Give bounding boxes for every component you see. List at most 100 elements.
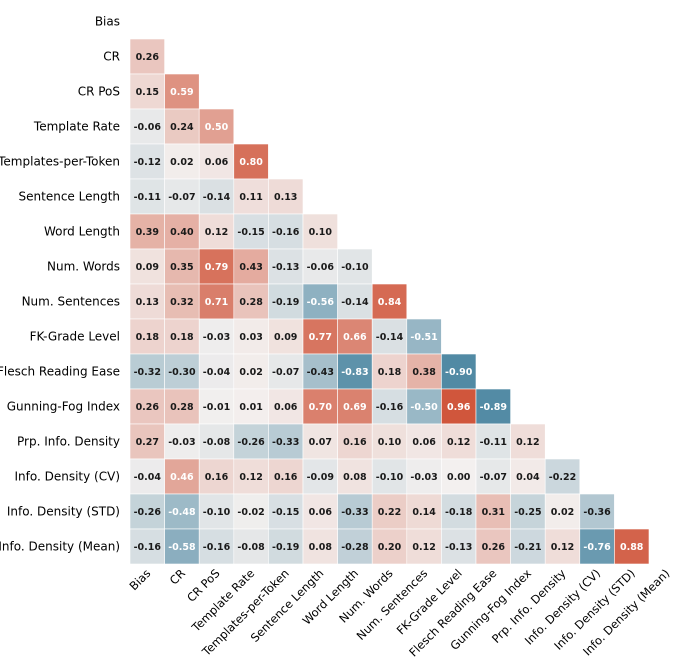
heatmap-cell-value: 0.11 <box>239 192 262 203</box>
heatmap-cell-value: 0.31 <box>482 507 505 518</box>
heatmap-cell-value: -0.10 <box>376 472 404 483</box>
heatmap-cell-value: 0.27 <box>136 437 159 448</box>
heatmap-cell-value: 0.13 <box>136 297 159 308</box>
heatmap-cell-value: -0.36 <box>583 507 611 518</box>
heatmap-cell-value: -0.01 <box>203 402 230 413</box>
heatmap-cell-value: -0.04 <box>134 472 162 483</box>
heatmap-cell-flesch-reading-ease-x-num-sentences <box>406 353 442 390</box>
heatmap-cell-info-density-std-x-num-words <box>371 493 408 530</box>
heatmap-cell-value: 0.16 <box>205 472 229 483</box>
heatmap-cell-value: -0.43 <box>307 367 334 378</box>
heatmap-cell-value: 0.12 <box>447 437 470 448</box>
heatmap-cell-value: 0.12 <box>239 472 262 483</box>
row-label-cr: CR <box>103 50 120 64</box>
heatmap-cell-value: 0.20 <box>378 542 402 553</box>
heatmap-cell-flesch-reading-ease-x-num-words <box>371 353 408 390</box>
heatmap-cell-value: -0.28 <box>341 542 369 553</box>
heatmap-cell-value: 0.39 <box>136 227 159 238</box>
heatmap-cell-value: -0.25 <box>514 507 541 518</box>
row-label-info-density-mean: Info. Density (Mean) <box>0 540 120 554</box>
heatmap-cell-value: 0.18 <box>136 332 160 343</box>
heatmap-cell-word-length-x-sentence-length <box>302 213 338 250</box>
heatmap-cell-gunning-fog-index-x-template-rate <box>233 388 269 425</box>
heatmap-cell-cr-pos-x-bias <box>129 73 165 110</box>
heatmap-cell-value: -0.04 <box>203 367 231 378</box>
heatmap-cell-prp-info-density-x-fk-grade-level <box>441 423 477 460</box>
heatmap-cell-value: -0.16 <box>376 402 404 413</box>
heatmap-cell-value: 0.28 <box>239 297 263 308</box>
heatmap-cell-templates-per-token-x-cr <box>164 143 200 180</box>
heatmap-cell-value: -0.11 <box>480 437 507 448</box>
heatmap-cell-value: -0.08 <box>237 542 265 553</box>
heatmap-cell-value: 0.35 <box>170 262 193 273</box>
heatmap-cell-value: 0.14 <box>412 507 436 518</box>
heatmap-cell-value: 0.88 <box>620 542 644 553</box>
heatmap-cell-value: -0.50 <box>410 402 438 413</box>
heatmap-cell-info-density-std-x-prp-info-density <box>544 493 581 530</box>
heatmap-cell-info-density-mean-x-template-rate <box>233 528 269 565</box>
heatmap-cell-info-density-std-x-flesch-reading-ease <box>475 493 511 530</box>
heatmap-cell-value: 0.50 <box>205 122 229 133</box>
row-labels: Bias CR CR PoS Template Rate Templates-per-T… <box>0 15 120 554</box>
heatmap-cell-info-density-mean-x-sentence-length <box>302 528 338 565</box>
heatmap-cell-info-density-cv-x-word-length <box>337 458 373 495</box>
heatmap-cell-fk-grade-level-x-sentence-length <box>302 318 338 355</box>
heatmap-cell-sentence-length-x-cr <box>164 178 200 215</box>
row-label-num-sentences: Num. Sentences <box>22 295 120 309</box>
heatmap-cell-value: 0.18 <box>170 332 194 343</box>
heatmap-cell-value: -0.19 <box>272 542 299 553</box>
heatmap-cell-gunning-fog-index-x-sentence-length <box>302 388 338 425</box>
heatmap-cell-fk-grade-level-x-num-sentences <box>406 318 442 355</box>
heatmap-cell-value: 0.32 <box>170 297 193 308</box>
heatmap-cell-info-density-std-x-sentence-length <box>302 493 338 530</box>
heatmap-cell-value: 0.08 <box>309 542 333 553</box>
heatmap-cell-info-density-cv-x-flesch-reading-ease <box>475 458 511 495</box>
heatmap-cell-num-words-x-word-length <box>337 248 373 285</box>
heatmap-cell-fk-grade-level-x-bias <box>129 318 165 355</box>
heatmap-cell-value: 0.46 <box>170 472 194 483</box>
heatmap-cell-value: 0.80 <box>239 157 263 168</box>
heatmap-cell-info-density-mean-x-cr-pos <box>198 528 235 565</box>
heatmap-cell-value: 0.26 <box>136 52 160 63</box>
heatmap-cell-prp-info-density-x-num-words <box>371 423 408 460</box>
heatmap-cell-prp-info-density-x-cr-pos <box>198 423 235 460</box>
heatmap-cell-num-sentences-x-bias <box>129 283 165 320</box>
heatmap-cell-value: -0.11 <box>134 192 161 203</box>
heatmap-cell-info-density-std-x-template-rate <box>233 493 269 530</box>
heatmap-cell-value: 0.13 <box>274 192 297 203</box>
heatmap-cell-sentence-length-x-template-rate <box>233 178 269 215</box>
heatmap-cell-value: -0.22 <box>549 472 576 483</box>
heatmap-cell-value: -0.58 <box>168 542 196 553</box>
heatmap-cell-value: 0.10 <box>378 437 402 448</box>
heatmap-cell-value: -0.51 <box>410 332 437 343</box>
row-label-cr-pos: CR PoS <box>78 85 120 99</box>
heatmap-cell-fk-grade-level-x-template-rate <box>233 318 269 355</box>
row-label-prp-info-density: Prp. Info. Density <box>17 435 120 449</box>
heatmap-cell-word-length-x-bias <box>129 213 165 250</box>
heatmap-cell-value: -0.08 <box>203 437 231 448</box>
heatmap-cell-value: 0.02 <box>551 507 574 518</box>
heatmap-cell-word-length-x-templates-per-token <box>268 213 304 250</box>
heatmap-cell-value: 0.70 <box>309 402 333 413</box>
heatmap-cell-info-density-mean-x-flesch-reading-ease <box>475 528 511 565</box>
heatmap-cell-word-length-x-template-rate <box>233 213 269 250</box>
heatmap-cell-fk-grade-level-x-cr-pos <box>198 318 235 355</box>
row-label-template-rate: Template Rate <box>33 120 120 134</box>
heatmap-cell-flesch-reading-ease-x-templates-per-token <box>268 353 304 390</box>
heatmap-cell-value: -0.10 <box>203 507 231 518</box>
heatmap-cell-num-sentences-x-num-words <box>371 283 408 320</box>
heatmap-cell-value: 0.04 <box>516 472 540 483</box>
heatmap-cell-value: 0.71 <box>205 297 228 308</box>
heatmap-cell-info-density-cv-x-template-rate <box>233 458 269 495</box>
heatmap-cell-value: 0.40 <box>170 227 194 238</box>
row-label-num-words: Num. Words <box>47 260 120 274</box>
row-label-flesch-reading-ease: Flesch Reading Ease <box>0 365 120 379</box>
heatmap-cell-value: -0.19 <box>272 297 299 308</box>
heatmap-cell-value: 0.12 <box>516 437 539 448</box>
heatmap-cell-value: -0.33 <box>272 437 299 448</box>
heatmap-cell-value: 0.06 <box>205 157 229 168</box>
heatmap-cell-info-density-std-x-cr-pos <box>198 493 235 530</box>
heatmap-cell-value: 0.28 <box>170 402 194 413</box>
heatmap-cell-value: 0.06 <box>412 437 436 448</box>
